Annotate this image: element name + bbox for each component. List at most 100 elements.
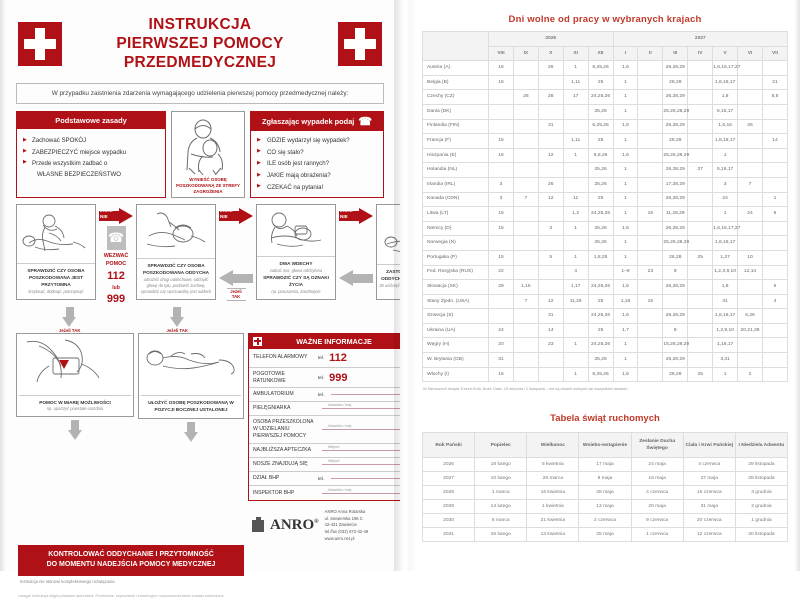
country-cell: Dania (DK) xyxy=(422,103,489,120)
holiday-cell xyxy=(687,103,714,120)
holiday-cell: 26,28,29 xyxy=(662,118,689,135)
table-row: Dania (DK) 25,26 1 25,26,28,29 6,16,17 xyxy=(422,103,789,120)
holiday-cell: 1,2,3,9,10 xyxy=(712,264,739,281)
holiday-cell: 3,31 xyxy=(712,352,739,368)
info-blank-line[interactable] xyxy=(331,478,415,479)
holiday-cell xyxy=(761,176,789,193)
if-no-label: Jeżeli NIE xyxy=(100,208,113,219)
holiday-cell xyxy=(537,133,564,149)
help-title: POMOC W MIARĘ MOŻLIWOŚCI xyxy=(39,399,111,405)
holiday-cell: 1 xyxy=(612,176,639,193)
holiday-cell xyxy=(512,74,539,91)
month-header: I xyxy=(612,45,639,62)
info-blank-line[interactable]: Miejsce xyxy=(322,459,415,465)
moving-header: Ciała i Krwi Pańskiej xyxy=(682,432,736,459)
flow-connector-3: Jeżeli NIE xyxy=(338,204,374,287)
info-row-emergency[interactable]: TELEFON ALARMOWY tel. 112 xyxy=(249,349,419,368)
info-row-bhp-inspector[interactable]: INSPEKTOR BHP Nazwisko i imię xyxy=(249,486,419,500)
month-header: VII xyxy=(761,45,789,62)
copyright-text: Uwaga! Instrukcja objęta prawami autorsk… xyxy=(18,593,225,598)
moving-table-head: Rok Pański Popielec Wielkanoc Wniebo-wst… xyxy=(421,432,789,459)
holiday-cell xyxy=(512,308,539,324)
moving-cell: 1 marca xyxy=(474,485,528,501)
step1-drawing xyxy=(17,205,95,263)
info-row-trained-person[interactable]: OSOBA PRZESZKOLONA W UDZIELANIU PIERWSZE… xyxy=(249,416,419,444)
holiday-cell: 1,8 xyxy=(712,279,739,295)
holiday-cell xyxy=(687,60,714,76)
table-row: Francja (F) 15 1,11 25 1 28,29 1,8,16,17 14 xyxy=(422,133,789,149)
basic-rules-card: Podstawowe zasady Zachować SPOKÓJ ZABEZP… xyxy=(16,111,166,199)
info-row-ambulance[interactable]: POGOTOWIE RATUNKOWE tel. 999 xyxy=(249,368,419,389)
holiday-cell xyxy=(512,249,539,266)
info-blank-line[interactable] xyxy=(331,394,415,396)
step1-title: SPRAWDZIĆ CZY OSOBA POSZKODOWANA JEST PR… xyxy=(27,268,85,288)
holiday-cell: 4 xyxy=(562,264,589,281)
yes-back-arrow-1 xyxy=(219,270,253,287)
info-row-firstaid-kit[interactable]: NAJBLIŻSZA APTECZKA Miejsce xyxy=(249,444,419,458)
moving-cell: 10 lutego xyxy=(474,471,528,487)
holiday-cell: 1,8,16,17 xyxy=(712,133,739,149)
holiday-cell: 1,6 xyxy=(612,308,639,324)
month-header: X xyxy=(537,45,564,62)
month-header: XI xyxy=(562,45,589,62)
holiday-cell: 1,6 xyxy=(612,60,639,76)
important-information-table: WAŻNE INFORMACJE ☎ TELEFON ALARMOWY tel.… xyxy=(248,332,420,501)
table-row: Ukraina (UA) 24 14 25 1,7 8 1,2,9,10 20,21,28 xyxy=(422,322,789,339)
emergency-number-999: 999 xyxy=(106,292,126,305)
holiday-cell xyxy=(512,264,539,281)
country-cell: Norwegia (N) xyxy=(422,235,489,251)
holiday-cell: 15,26,28,29 xyxy=(662,337,689,354)
holiday-cell: 24,25,26 xyxy=(587,206,614,222)
list-item: CO się stało? xyxy=(257,147,377,159)
holiday-cell xyxy=(687,191,714,208)
holiday-cell xyxy=(637,133,664,149)
holiday-cell xyxy=(737,89,763,105)
anro-addr-line[interactable]: www.anro.net.pl xyxy=(324,535,355,541)
holiday-cell xyxy=(537,279,564,295)
holiday-cell: 25,26,28,29 xyxy=(662,235,689,251)
holiday-cell xyxy=(687,337,714,354)
moving-cell: 30 listopada xyxy=(734,527,789,543)
moving-cell: 16 kwietnia xyxy=(526,485,580,501)
holiday-cell: 1 xyxy=(612,337,639,354)
holiday-cell: 1,2 xyxy=(562,206,589,222)
info-row-nurse[interactable]: PIELĘGNIARKA Nazwisko i imię xyxy=(249,402,419,417)
info-tel-prefix: tel. xyxy=(318,375,325,380)
moving-cell: 29 listopada xyxy=(734,457,789,473)
info-blank-line[interactable]: Nazwisko i imię xyxy=(322,424,415,431)
final-banner-line-1: KONTROLOWAĆ ODDYCHANIE I PRZYTOMNOŚĆ xyxy=(48,550,214,558)
holiday-cell: 25 xyxy=(587,191,614,208)
holiday-cell: 5 xyxy=(761,279,789,295)
step3-note2: np. poruszenia, kaszlnięcie xyxy=(271,289,321,295)
holiday-cell: 25,26 xyxy=(587,162,614,178)
flow-step-3: DWA WDECHY zatkać nos, głowa odchylona S… xyxy=(256,204,336,301)
holiday-cell xyxy=(737,279,763,295)
moving-cell: 13 kwietnia xyxy=(526,527,580,543)
holiday-cell xyxy=(562,162,589,178)
holiday-cell xyxy=(637,191,664,208)
holiday-cell: 25 xyxy=(687,249,714,266)
country-cell: Austria (A) xyxy=(422,60,489,76)
holiday-cell xyxy=(761,60,789,76)
holiday-cell: 25,26,28,29 xyxy=(662,103,689,120)
moving-cell: 24 maja xyxy=(630,457,684,473)
holiday-cell: 1 xyxy=(612,133,639,149)
holiday-cell: 15 xyxy=(488,133,514,149)
info-row-bhp-dept[interactable]: DZIAŁ BHP tel. xyxy=(249,472,419,486)
country-cell: Francja (F) xyxy=(422,133,489,149)
info-row-stretcher[interactable]: NOSZE ZNAJDUJĄ SIĘ Miejsce xyxy=(249,458,419,472)
info-blank-line[interactable]: Nazwisko i imię xyxy=(322,403,415,410)
moving-cell: 1 grudnia xyxy=(734,513,789,529)
holiday-cell xyxy=(687,264,714,281)
table-row: Belgia (B) 15 1,11 25 1 28,29 1,6,16,17 21 xyxy=(422,74,789,91)
holiday-cell: 6,16,17 xyxy=(712,103,739,120)
holiday-cell: 12 xyxy=(537,191,564,208)
moving-cell: 5 kwietnia xyxy=(526,457,580,473)
intro-text: W przypadku zaistnienia zdarzenia wymaga… xyxy=(16,82,384,105)
anro-brand-name: ANRO® xyxy=(270,517,319,534)
holiday-cell: 6,26 xyxy=(737,308,763,324)
info-blank-line[interactable]: Nazwisko i imię xyxy=(322,488,415,494)
info-row-ambulatorium[interactable]: AMBULATORIUM tel. xyxy=(249,388,419,403)
country-cell: Ukraina (UA) xyxy=(422,322,489,339)
info-blank-line[interactable]: Miejsce xyxy=(322,445,415,451)
